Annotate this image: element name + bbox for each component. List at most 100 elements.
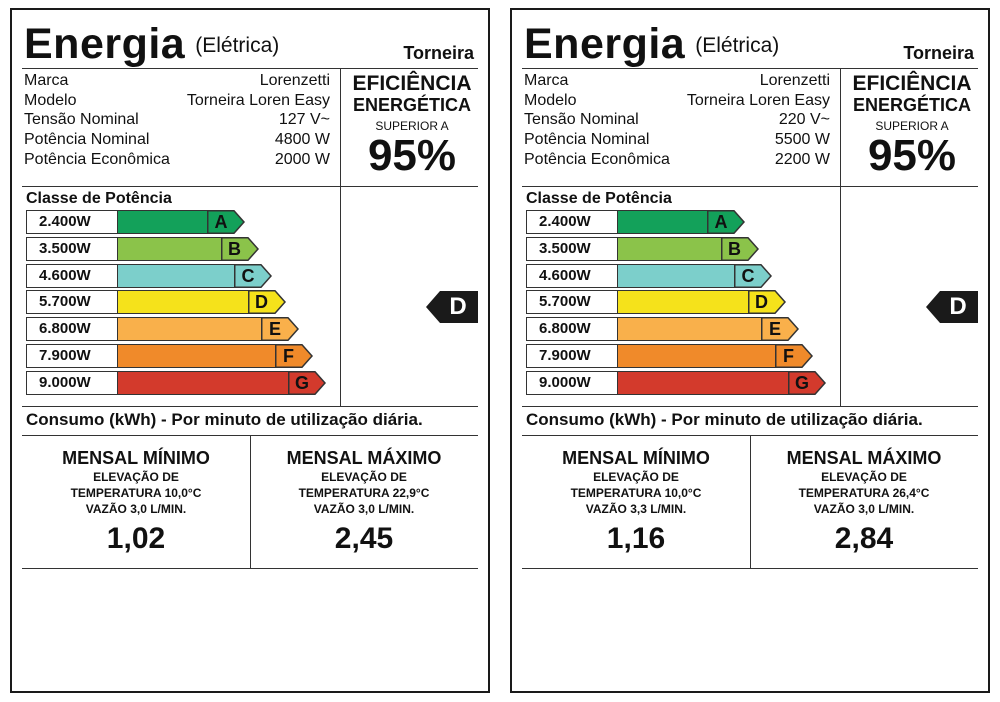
product-type: Torneira	[403, 43, 474, 63]
consumption-title: Consumo (kWh) - Por minuto de utilização…	[26, 410, 423, 429]
power-class-letter: A	[214, 212, 228, 232]
spec-row-potencia-economica: Potência Econômica 2200 W	[524, 151, 830, 171]
power-class-letter: C	[241, 265, 255, 286]
rating-arrow-icon	[926, 291, 978, 323]
power-class-letter-badge: D	[247, 290, 286, 315]
spec-row-marca: Marca Lorenzetti	[24, 72, 330, 92]
monthly-min-line: TEMPERATURA 10,0°C	[570, 486, 702, 500]
power-class-letter: B	[228, 238, 241, 259]
monthly-max-block: MENSAL MÁXIMO ELEVAÇÃO DE TEMPERATURA 22…	[250, 448, 478, 556]
power-class-value: 5.700W	[526, 290, 618, 315]
power-class-letter-badge: B	[720, 236, 759, 261]
power-class-letter-badge: F	[774, 344, 813, 368]
power-class-value: 6.800W	[526, 317, 618, 342]
power-class-letter-badge: C	[234, 263, 272, 288]
title-eletrica: (Elétrica)	[195, 34, 280, 57]
monthly-min-block: MENSAL MÍNIMO ELEVAÇÃO DE TEMPERATURA 10…	[522, 448, 750, 556]
divider	[250, 435, 251, 568]
power-class-value: 2.400W	[26, 210, 118, 234]
power-class-letter-badge: E	[261, 317, 299, 342]
class-arrow-icon	[707, 210, 745, 234]
rating-indicator: D	[426, 291, 478, 323]
divider	[522, 568, 978, 569]
spec-label: Potência Econômica	[524, 151, 670, 168]
power-class-value: 3.500W	[26, 236, 118, 261]
power-class-letter: D	[755, 292, 768, 313]
efficiency-qualifier: SUPERIOR A	[875, 119, 949, 133]
spec-label: Tensão Nominal	[524, 111, 639, 128]
monthly-max-title: MENSAL MÁXIMO	[786, 448, 942, 468]
power-class-letter: E	[768, 319, 781, 340]
efficiency-heading: EFICIÊNCIA	[352, 72, 472, 95]
title-eletrica: (Elétrica)	[695, 34, 780, 57]
divider	[840, 68, 841, 194]
divider	[522, 186, 978, 187]
power-class-letter: B	[728, 238, 741, 259]
class-arrow-icon	[234, 263, 272, 288]
divider	[340, 68, 341, 194]
monthly-max-line: ELEVAÇÃO DE	[321, 470, 407, 484]
power-class-letter-badge: F	[274, 344, 313, 368]
monthly-min-block: MENSAL MÍNIMO ELEVAÇÃO DE TEMPERATURA 10…	[22, 448, 250, 556]
title-energia: Energia	[24, 20, 186, 68]
class-arrow-icon	[220, 236, 259, 261]
spec-value: Lorenzetti	[259, 72, 330, 89]
monthly-min-line: VAZÃO 3,3 L/MIN.	[585, 502, 687, 516]
efficiency-subheading: ENERGÉTICA	[352, 95, 471, 115]
monthly-min-title: MENSAL MÍNIMO	[62, 448, 210, 468]
efficiency-subheading: ENERGÉTICA	[852, 95, 971, 115]
spec-row-potencia-economica: Potência Econômica 2000 W	[24, 151, 330, 171]
consumption-title: Consumo (kWh) - Por minuto de utilização…	[526, 410, 923, 429]
power-class-bar	[118, 290, 249, 315]
spec-label: Potência Nominal	[24, 131, 150, 148]
energy-label-left: Energia (Elétrica) Torneira Marca Lorenze…	[10, 8, 490, 693]
class-arrow-icon	[788, 370, 826, 395]
class-arrow-icon	[207, 210, 245, 234]
monthly-min-value: 1,02	[106, 522, 166, 555]
class-arrow-icon	[774, 344, 813, 368]
power-class-letter-badge: D	[747, 290, 786, 315]
monthly-min-title: MENSAL MÍNIMO	[562, 448, 710, 468]
monthly-min-line: VAZÃO 3,0 L/MIN.	[85, 502, 187, 516]
power-class-title: Classe de Potência	[526, 190, 672, 207]
spec-value: Torneira Loren Easy	[686, 92, 830, 109]
monthly-max-line: ELEVAÇÃO DE	[821, 470, 907, 484]
spec-value: 2200 W	[774, 151, 830, 168]
monthly-min-line: ELEVAÇÃO DE	[593, 470, 679, 484]
power-class-letter: G	[294, 372, 309, 393]
power-class-value: 5.700W	[26, 290, 118, 315]
divider	[840, 186, 841, 406]
power-class-value: 7.900W	[26, 344, 118, 368]
spec-row-modelo: Modelo Torneira Loren Easy	[524, 92, 830, 112]
divider	[22, 68, 478, 69]
power-class-bar	[618, 344, 776, 368]
monthly-min-value: 1,16	[606, 522, 666, 555]
power-class-value: 2.400W	[526, 210, 618, 234]
power-class-bar	[618, 263, 735, 288]
power-class-letter-badge: B	[220, 236, 259, 261]
class-arrow-icon	[288, 370, 326, 395]
spec-label: Potência Econômica	[24, 151, 170, 168]
monthly-max-block: MENSAL MÁXIMO ELEVAÇÃO DE TEMPERATURA 26…	[750, 448, 978, 556]
spec-label: Marca	[24, 72, 69, 89]
monthly-max-line: TEMPERATURA 22,9°C	[298, 486, 430, 500]
spec-row-modelo: Modelo Torneira Loren Easy	[24, 92, 330, 112]
spec-label: Modelo	[24, 92, 77, 109]
rating-arrow-icon	[426, 291, 478, 323]
class-arrow-icon	[761, 317, 799, 342]
monthly-max-line: TEMPERATURA 26,4°C	[798, 486, 930, 500]
power-class-letter: F	[283, 346, 294, 366]
monthly-max-line: VAZÃO 3,0 L/MIN.	[813, 502, 915, 516]
divider	[522, 406, 978, 407]
power-class-letter: C	[741, 265, 755, 286]
spec-value: 2000 W	[274, 151, 330, 168]
efficiency-qualifier: SUPERIOR A	[375, 119, 449, 133]
spec-row-potencia-nominal: Potência Nominal 4800 W	[24, 131, 330, 151]
monthly-max-value: 2,84	[834, 522, 894, 555]
power-class-bar	[618, 236, 722, 261]
spec-label: Marca	[524, 72, 569, 89]
label-title: Energia (Elétrica)	[24, 20, 279, 69]
divider	[750, 435, 751, 568]
power-class-bar	[118, 263, 235, 288]
power-class-letter-badge: A	[207, 210, 245, 234]
